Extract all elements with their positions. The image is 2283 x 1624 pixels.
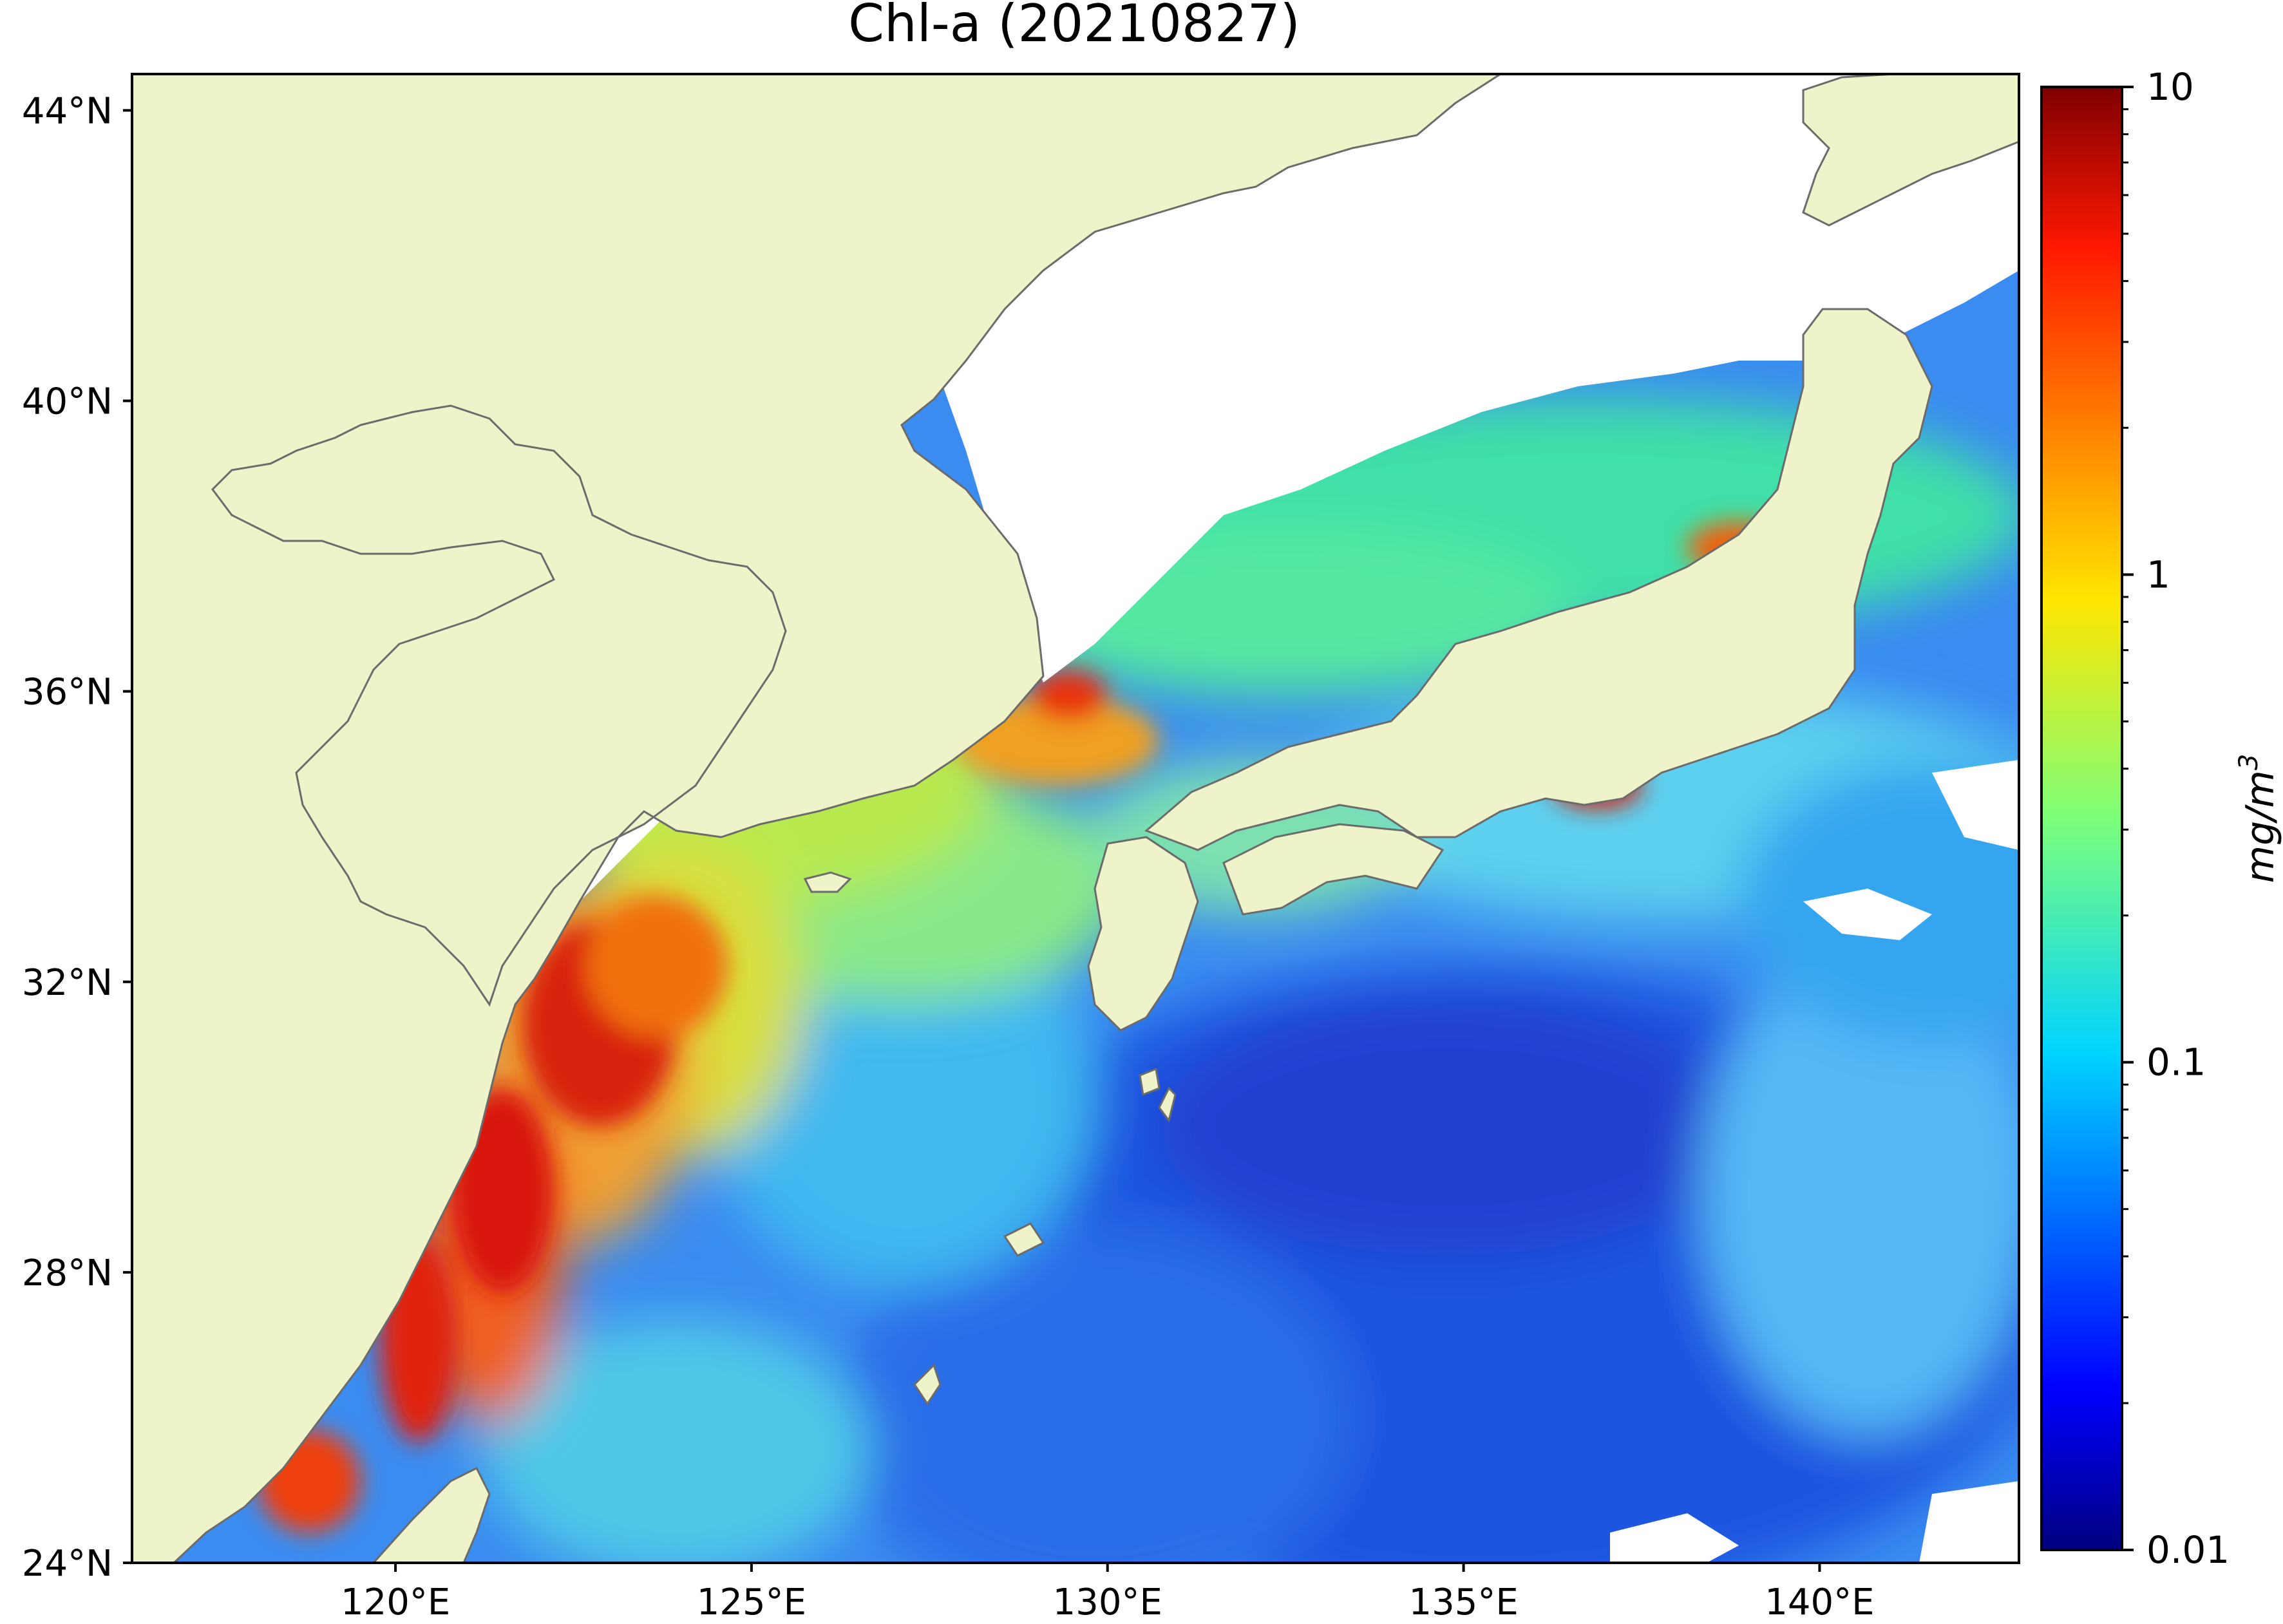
landmass-jeju	[803, 871, 852, 893]
landmass-asia-mainland	[132, 74, 1502, 1563]
figure-title: Chl-a (20210827)	[848, 0, 1300, 53]
landmass-okinawa	[913, 1363, 942, 1406]
map-frame	[131, 73, 2020, 1564]
latitude-tick-label: 44°N	[22, 90, 113, 132]
longitude-tick-label: 135°E	[1408, 1582, 1518, 1623]
landmass-hokkaido	[1802, 74, 2019, 227]
colorbar-frame	[2040, 86, 2123, 1551]
colorbar-tick-label: 0.1	[2146, 1041, 2206, 1084]
latitude-tick-label: 36°N	[22, 672, 113, 713]
landmass-shikoku	[1222, 823, 1445, 916]
colorbar-ticks: 10 1 0.1 0.01	[2122, 65, 2230, 1572]
landmass-yakushima	[1139, 1067, 1160, 1097]
longitude-axis: 120°E 125°E 130°E 135°E 140°E	[341, 1563, 1875, 1623]
latitude-tick-label: 24°N	[22, 1543, 113, 1585]
colorbar-label-text: mg/m	[2238, 770, 2283, 883]
colorbar-tick-label: 10	[2146, 65, 2194, 109]
longitude-tick-label: 140°E	[1765, 1582, 1874, 1623]
colorbar-tick-label: 1	[2146, 552, 2170, 596]
colorbar-tick-label: 0.01	[2146, 1528, 2230, 1572]
chlorophyll-field	[412, 399, 2019, 1563]
latitude-axis: 44°N 40°N 36°N 32°N 28°N 24°N	[22, 90, 132, 1585]
land	[132, 74, 2019, 1563]
landmass-amami	[1003, 1222, 1045, 1257]
landmass-taiwan	[372, 1466, 491, 1563]
longitude-tick-label: 120°E	[341, 1582, 450, 1623]
landmass-kyushu	[1087, 836, 1199, 1032]
longitude-tick-label: 130°E	[1053, 1582, 1162, 1623]
colorbar-gradient	[2041, 87, 2122, 1550]
landmass-honshu	[1144, 308, 1933, 851]
latitude-tick-label: 32°N	[22, 962, 113, 1004]
landmass-tanegashima	[1158, 1086, 1177, 1123]
colorbar: 10 1 0.1 0.01 mg/m3	[2040, 65, 2283, 1572]
latitude-tick-label: 40°N	[22, 381, 113, 423]
colorbar-label: mg/m3	[2234, 754, 2283, 883]
latitude-tick-label: 28°N	[22, 1252, 113, 1294]
colorbar-label-superscript: 3	[2234, 754, 2264, 770]
longitude-tick-label: 125°E	[697, 1582, 806, 1623]
map-panel	[132, 74, 2019, 1563]
